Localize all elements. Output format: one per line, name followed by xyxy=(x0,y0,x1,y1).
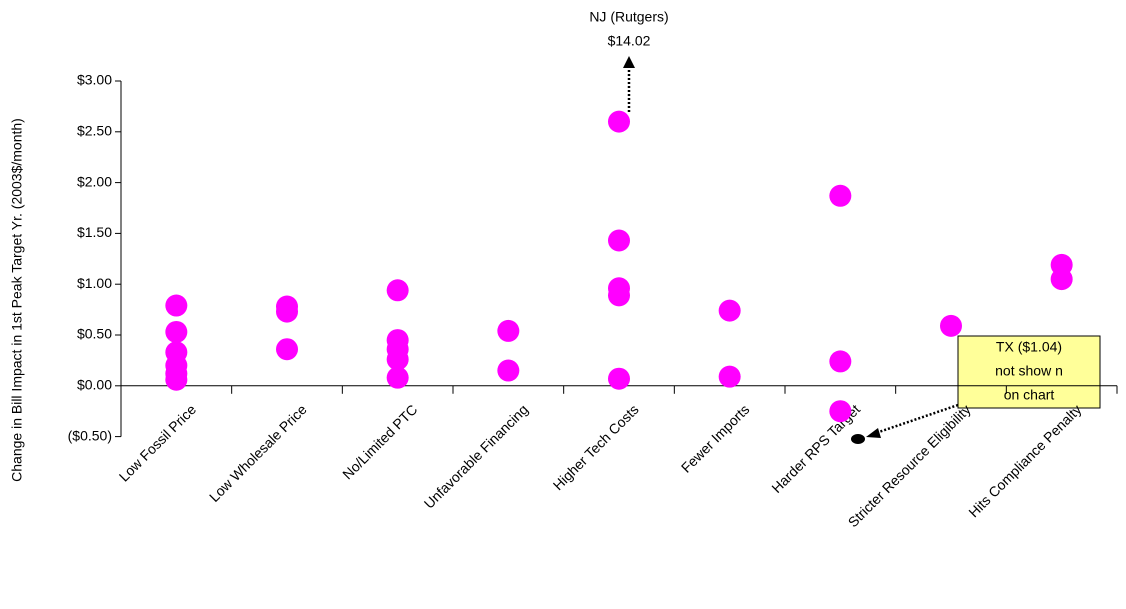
x-tick-label: Low Fossil Price xyxy=(116,401,200,485)
x-tick-label: Stricter Resource Eligibility xyxy=(845,401,974,530)
annotation-box xyxy=(957,335,1101,409)
annotation: NJ (Rutgers) xyxy=(589,9,668,25)
dot xyxy=(829,400,852,423)
dot xyxy=(940,314,962,337)
dot xyxy=(386,366,409,389)
annotation: on chart xyxy=(1004,387,1055,403)
x-tick-label: Fewer Imports xyxy=(678,401,753,476)
x-tick-label: Higher Tech Costs xyxy=(550,401,642,493)
dot xyxy=(718,299,741,322)
y-tick-label: $1.50 xyxy=(77,224,112,240)
dot xyxy=(165,294,188,317)
arrow-head xyxy=(623,56,635,68)
arrow-head xyxy=(866,428,881,438)
y-axis-title: Change in Bill Impact in 1st Peak Target… xyxy=(9,118,25,482)
annotation-marker xyxy=(851,434,865,444)
y-tick-label: $2.00 xyxy=(77,173,112,189)
annotation: not show n xyxy=(995,363,1063,379)
y-tick-label: ($0.50) xyxy=(68,427,112,443)
dot xyxy=(497,319,520,342)
y-tick-label: $2.50 xyxy=(77,123,112,139)
dot xyxy=(1050,268,1073,291)
x-tick-label: Unfavorable Financing xyxy=(421,401,531,511)
dot xyxy=(718,365,741,388)
annotation: TX ($1.04) xyxy=(996,339,1062,355)
y-tick-label: $0.00 xyxy=(77,377,112,393)
x-tick-label: Low Wholesale Price xyxy=(206,401,310,505)
annotation-arrow xyxy=(875,403,959,435)
dot xyxy=(276,338,298,361)
dot xyxy=(829,184,852,207)
x-tick-label: No/Limited PTC xyxy=(339,401,420,482)
dot xyxy=(497,359,520,382)
x-tick-label: Hits Compliance Penalty xyxy=(965,401,1084,520)
y-tick-label: $0.50 xyxy=(77,326,112,342)
dot xyxy=(608,110,630,133)
y-tick-label: $3.00 xyxy=(77,72,112,88)
annotation: $14.02 xyxy=(608,33,651,49)
dot xyxy=(829,350,852,373)
dot xyxy=(386,348,409,371)
dot xyxy=(608,284,630,307)
dot xyxy=(165,320,188,343)
y-tick-label: $1.00 xyxy=(77,275,112,291)
dot xyxy=(165,368,188,391)
dot xyxy=(386,279,409,302)
dot xyxy=(276,300,298,323)
dot xyxy=(608,367,630,390)
dot xyxy=(608,229,630,252)
